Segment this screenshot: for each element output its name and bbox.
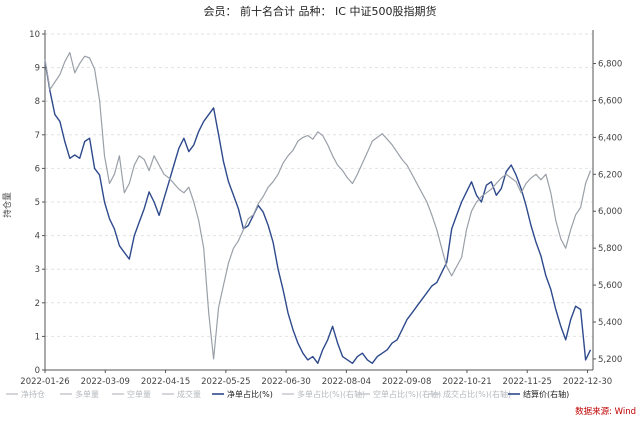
legend-entry-8[interactable]: 结算价(右轴) xyxy=(523,389,569,399)
series-layer xyxy=(44,51,592,364)
y-left-tick-4: 4 xyxy=(35,232,40,242)
x-tick-7: 2022-10-21 xyxy=(442,377,491,387)
y-left-tick-3: 3 xyxy=(35,265,40,275)
y-left-tick-6: 6 xyxy=(35,164,40,174)
y-right-tick-4: 6,000 xyxy=(598,207,622,217)
y-right-tick-7: 6,600 xyxy=(598,96,622,106)
y-left-tick-5: 5 xyxy=(35,198,40,208)
x-tick-6: 2022-09-08 xyxy=(382,377,431,387)
y-axis-label: 持仓量 xyxy=(2,192,13,218)
x-tick-3: 2022-05-25 xyxy=(201,377,250,387)
y-right-tick-2: 5,600 xyxy=(598,281,622,291)
y-right-tick-0: 5,200 xyxy=(598,355,622,365)
source-label: 数据来源: Wind xyxy=(575,406,636,417)
y-left-tick-8: 8 xyxy=(35,97,40,107)
legend-entry-0[interactable]: 净持仓 xyxy=(21,389,45,399)
y-left-tick-7: 7 xyxy=(35,131,40,141)
y-left-tick-1: 1 xyxy=(35,332,40,342)
legend-entry-6[interactable]: 空单占比(%)(右轴) xyxy=(373,389,441,399)
legend-entry-4[interactable]: 净单占比(%) xyxy=(227,389,273,399)
legend-entry-3[interactable]: 成交量 xyxy=(177,389,201,399)
legend-entry-7[interactable]: 成交占比(%)(右轴) xyxy=(443,389,511,399)
x-tick-4: 2022-06-30 xyxy=(261,377,310,387)
x-tick-1: 2022-03-09 xyxy=(81,377,130,387)
legend-entry-2[interactable]: 空单量 xyxy=(127,389,151,399)
y-left-tick-9: 9 xyxy=(35,64,40,74)
y-left-tick-0: 0 xyxy=(35,366,40,376)
y-right-tick-1: 5,400 xyxy=(598,318,622,328)
legend: 净持仓 多单量 空单量 成交量 净单占比(%) 多单占比(%)(右轴) 空单占比(%)(右轴… xyxy=(6,389,569,399)
y-right-tick-6: 6,400 xyxy=(598,133,622,143)
y-right-tick-8: 6,800 xyxy=(598,60,622,70)
x-tick-8: 2022-11-25 xyxy=(503,377,552,387)
x-tick-9: 2022-12-30 xyxy=(563,377,612,387)
y-right-tick-5: 6,200 xyxy=(598,170,622,180)
legend-entry-5[interactable]: 多单占比(%)(右轴) xyxy=(297,389,365,399)
series-line-1 xyxy=(44,51,592,360)
y-left-tick-2: 2 xyxy=(35,299,40,309)
x-tick-5: 2022-08-04 xyxy=(322,377,371,387)
y-left-tick-10: 10 xyxy=(29,30,40,40)
grid xyxy=(45,33,593,337)
x-tick-2: 2022-04-15 xyxy=(141,377,190,387)
axes: 0 1 2 3 4 5 6 7 8 9 10 5,200 5,400 5,600 5,800 6,000 6,2… xyxy=(20,30,622,387)
y-right-tick-3: 5,800 xyxy=(598,244,622,254)
x-tick-0: 2022-01-26 xyxy=(20,377,69,387)
legend-entry-1[interactable]: 多单量 xyxy=(75,389,99,399)
chart-title: 会员： 前十名合计 品种： IC 中证500股指期货 xyxy=(204,4,437,18)
series-line-0 xyxy=(44,60,592,364)
